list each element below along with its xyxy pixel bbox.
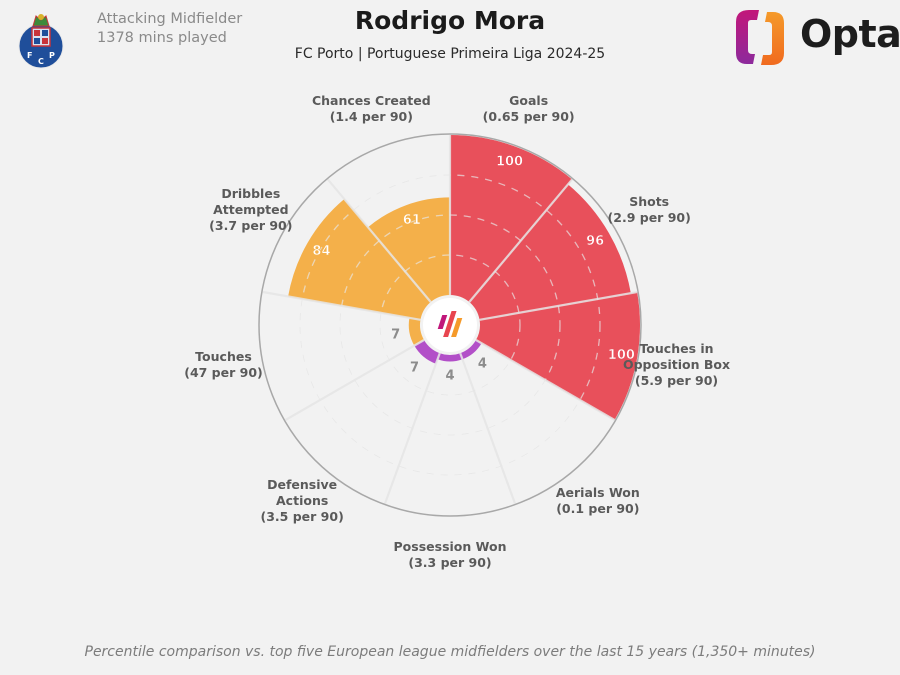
chart-hub <box>423 298 477 352</box>
category-per90: (5.9 per 90) <box>634 372 719 388</box>
category-label: Chances Created (1.4 per 90) <box>312 93 431 125</box>
category-label: Touches (47 per 90) <box>184 349 263 381</box>
category-per90: (3.5 per 90) <box>260 509 344 525</box>
player-meta: Attacking Midfielder 1378 mins played <box>97 10 242 48</box>
hub-logo-icon <box>437 311 463 337</box>
category-name: Aerials Won <box>555 485 640 501</box>
grid-ring <box>339 214 561 436</box>
spoke <box>479 290 638 321</box>
category-name: Touches <box>195 348 252 364</box>
value-label: 100 <box>608 348 635 363</box>
category-per90: (2.9 per 90) <box>607 210 691 225</box>
spoke <box>327 178 432 303</box>
value-label: 96 <box>586 234 604 249</box>
category-label: Goals (0.65 per 90) <box>483 93 575 125</box>
category-name: Touches in <box>639 340 714 356</box>
category-label: Aerials Won (0.1 per 90) <box>556 485 640 517</box>
spoke <box>468 178 573 303</box>
category-label: Defensive Actions (3.5 per 90) <box>261 477 344 525</box>
svg-text:P: P <box>49 51 55 60</box>
value-label: 84 <box>312 244 330 259</box>
outer-ring <box>258 133 642 517</box>
bar-shots <box>469 184 631 320</box>
opta-brand-text: Opta <box>800 12 900 56</box>
category-name: Possession Won <box>393 539 507 554</box>
category-per90: (3.3 per 90) <box>408 555 492 570</box>
spoke <box>383 352 441 504</box>
bar-touches <box>408 317 425 346</box>
category-name: Actions <box>276 493 329 509</box>
grid-ring <box>379 254 521 396</box>
spoke <box>284 339 425 421</box>
chart-bars <box>288 135 640 420</box>
bar-dribbles-attempted <box>288 199 431 320</box>
category-label: Possession Won (3.3 per 90) <box>394 539 507 571</box>
category-per90: (3.7 per 90) <box>209 218 293 233</box>
bar-goals <box>450 135 573 303</box>
category-label: Touches in Opposition Box (5.9 per 90) <box>623 341 730 389</box>
value-label: 4 <box>445 368 454 383</box>
svg-text:C: C <box>38 57 44 66</box>
spoke <box>459 352 517 504</box>
bar-aerials-won <box>460 340 482 360</box>
category-name: Chances Created <box>311 92 431 108</box>
minutes-played: 1378 mins played <box>97 30 227 46</box>
bar-chances-created <box>367 197 450 303</box>
club-league-subtitle: FC Porto | Portuguese Primeira Liga 2024… <box>294 46 606 62</box>
category-name: Attempted <box>213 202 289 217</box>
bar-touches-in-opposition-box <box>475 292 640 420</box>
category-name: Opposition Box <box>622 356 731 372</box>
svg-text:F: F <box>27 51 32 60</box>
player-name: Rodrigo Mora <box>354 6 546 35</box>
category-name: Dribbles <box>221 186 281 201</box>
bar-defensive-actions <box>414 340 440 364</box>
category-per90: (0.1 per 90) <box>556 501 640 517</box>
value-label: 4 <box>478 357 487 372</box>
value-label: 7 <box>410 360 419 375</box>
category-name: Shots <box>629 194 670 209</box>
spoke <box>475 339 616 421</box>
category-per90: (47 per 90) <box>184 364 263 380</box>
category-per90: (0.65 per 90) <box>482 108 575 124</box>
footnote: Percentile comparison vs. top five Europ… <box>84 644 816 660</box>
value-label: 61 <box>403 213 421 228</box>
chart-value-labels: 100 96 100 4 4 7 7 84 61 <box>312 154 635 383</box>
chart-spokes <box>262 135 638 504</box>
category-per90: (1.4 per 90) <box>329 108 413 124</box>
value-label: 100 <box>496 154 523 169</box>
fc-porto-crest: F C P <box>18 14 64 69</box>
category-name: Goals <box>509 92 549 108</box>
grid-ring-faint <box>379 254 521 396</box>
opta-logo-icon <box>736 10 784 65</box>
category-label: Shots (2.9 per 90) <box>608 194 691 226</box>
grid-ring-faint <box>339 214 561 436</box>
bar-possession-won <box>437 353 463 362</box>
value-label: 7 <box>391 328 400 343</box>
player-position: Attacking Midfielder <box>97 11 243 27</box>
category-label: Dribbles Attempted (3.7 per 90) <box>209 186 292 234</box>
category-name: Defensive <box>267 477 338 493</box>
chart-outline <box>258 133 642 517</box>
spoke <box>262 290 421 321</box>
